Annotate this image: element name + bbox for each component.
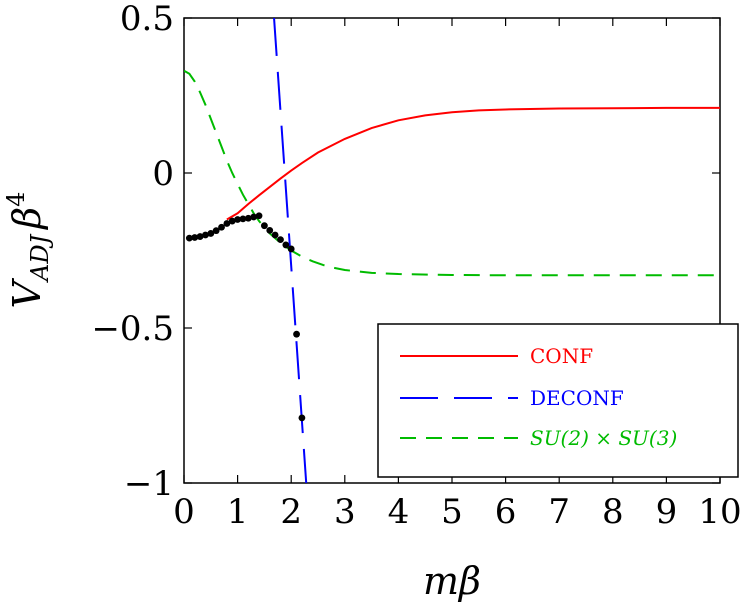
- data-point: [228, 217, 236, 225]
- data-point: [293, 330, 300, 338]
- x-tick-label: 4: [388, 492, 410, 532]
- data-point: [191, 234, 199, 241]
- series-line-2: [184, 69, 720, 277]
- data-point: [287, 245, 295, 253]
- y-tick-label: −1: [124, 464, 174, 504]
- y-axis-title-tail: β: [5, 207, 49, 231]
- axis-ticks: 0 1 2 3 4 5 6 7 8 9 10−1−0.500.5: [91, 0, 741, 532]
- x-tick-label: 5: [441, 492, 463, 532]
- y-axis-title-sub: ADJ: [26, 233, 54, 283]
- y-tick-label: 0.5: [120, 0, 174, 39]
- data-point: [212, 227, 220, 235]
- x-tick-label: 6: [495, 492, 517, 532]
- data-point: [271, 231, 279, 239]
- x-tick-label: 1: [227, 492, 249, 532]
- data-point: [239, 215, 247, 223]
- data-point: [202, 231, 209, 239]
- x-tick-label: 9: [656, 492, 678, 532]
- data-point: [261, 222, 268, 230]
- x-tick-label: 3: [334, 492, 356, 532]
- x-tick-label: 0: [173, 492, 195, 532]
- legend-label-conf: CONF: [530, 344, 593, 368]
- data-point: [266, 226, 274, 234]
- data-point: [196, 233, 204, 240]
- data-point: [185, 234, 193, 242]
- data-point: [250, 213, 258, 221]
- x-axis-title: mβ: [423, 559, 481, 603]
- data-point: [218, 223, 225, 231]
- data-point: [207, 230, 215, 237]
- x-tick-label: 8: [602, 492, 624, 532]
- data-point: [298, 414, 306, 422]
- data-point: [234, 216, 242, 223]
- y-axis-title: VADJβ4: [2, 192, 54, 309]
- data-point: [277, 236, 284, 244]
- data-point: [223, 220, 231, 227]
- data-point: [282, 241, 290, 249]
- y-tick-label: 0: [152, 154, 174, 194]
- legend: CONF DECONF SU(2) × SU(3): [377, 323, 739, 478]
- data-point: [244, 214, 252, 222]
- legend-box: [377, 323, 739, 478]
- data-point: [255, 212, 263, 220]
- y-axis-title-sup: 4: [2, 192, 30, 207]
- y-axis-title-main: V: [5, 277, 49, 308]
- x-tick-label: 2: [280, 492, 302, 532]
- x-tick-label: 10: [698, 492, 741, 532]
- legend-label-su2su3: SU(2) × SU(3): [530, 426, 677, 450]
- legend-label-deconf: DECONF: [530, 386, 624, 410]
- series-layer: [184, 18, 720, 483]
- y-tick-label: −0.5: [91, 309, 174, 349]
- x-tick-label: 7: [548, 492, 570, 532]
- series-line-0: [226, 106, 720, 221]
